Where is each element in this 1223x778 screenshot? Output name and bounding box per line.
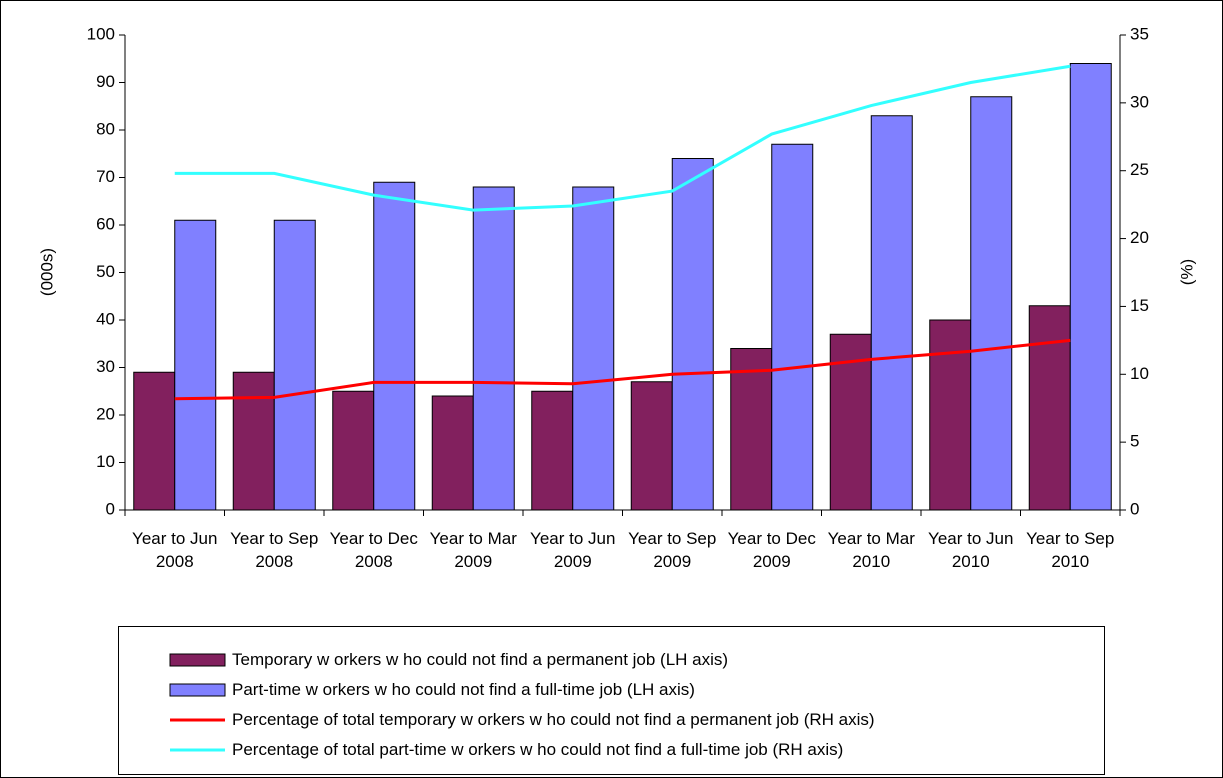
bar <box>273 219 316 511</box>
bar <box>472 186 515 511</box>
bar <box>929 319 972 511</box>
y2-tick-label: 20 <box>1130 228 1149 247</box>
legend-swatch <box>169 653 226 667</box>
y2-tick-label: 35 <box>1130 24 1149 43</box>
legend-label: Percentage of total part-time w orkers w… <box>232 740 844 759</box>
y-tick-label: 40 <box>96 309 115 328</box>
bar <box>671 158 714 511</box>
y-tick-label: 0 <box>106 499 115 518</box>
bar <box>730 348 773 511</box>
line <box>174 338 1071 401</box>
x-tick-label: Year to Mar 2010 <box>827 529 915 571</box>
y-tick-label: 20 <box>96 404 115 423</box>
x-tick-label: Year to Sep 2009 <box>628 529 717 571</box>
bar <box>232 371 275 511</box>
bar <box>332 390 375 511</box>
y-tick-label: 80 <box>96 119 115 138</box>
y2-tick-label: 0 <box>1130 499 1139 518</box>
legend-label: Part-time w orkers w ho could not find a… <box>232 680 695 699</box>
bar <box>771 143 814 511</box>
x-tick-label: Year to Jun 2009 <box>530 529 616 571</box>
legend-label: Percentage of total temporary w orkers w… <box>232 710 875 729</box>
bar <box>373 181 416 511</box>
y-axis-label: (000s) <box>37 248 56 296</box>
y2-tick-label: 5 <box>1130 432 1139 451</box>
y2-axis-label: (%) <box>1177 259 1196 285</box>
y2-tick-label: 10 <box>1130 364 1149 383</box>
bar <box>1028 305 1071 511</box>
y2-tick-label: 30 <box>1130 92 1149 111</box>
bar <box>133 371 176 511</box>
bar <box>970 96 1013 511</box>
bar <box>572 186 615 511</box>
bar <box>531 390 574 511</box>
y-tick-label: 50 <box>96 262 115 281</box>
legend-swatch <box>169 683 226 697</box>
bar <box>870 115 913 511</box>
bar <box>1069 63 1112 511</box>
x-tick-label: Year to Mar 2009 <box>429 529 517 571</box>
y-tick-label: 10 <box>96 452 115 471</box>
bar <box>630 381 673 511</box>
x-tick-label: Year to Jun 2010 <box>928 529 1014 571</box>
bar <box>431 395 474 511</box>
y-tick-label: 70 <box>96 167 115 186</box>
y2-tick-label: 15 <box>1130 296 1149 315</box>
x-tick-label: Year to Sep 2008 <box>230 529 319 571</box>
y-tick-label: 100 <box>87 24 115 43</box>
x-tick-label: Year to Dec 2009 <box>727 529 816 571</box>
y-tick-label: 90 <box>96 72 115 91</box>
y-tick-label: 60 <box>96 214 115 233</box>
y-tick-label: 30 <box>96 357 115 376</box>
x-tick-label: Year to Dec 2008 <box>329 529 418 571</box>
legend-box <box>118 626 1105 775</box>
line <box>174 64 1071 212</box>
legend-label: Temporary w orkers w ho could not find a… <box>232 650 729 669</box>
x-tick-label: Year to Jun 2008 <box>132 529 218 571</box>
bar <box>174 219 217 511</box>
x-tick-label: Year to Sep 2010 <box>1026 529 1115 571</box>
y2-tick-label: 25 <box>1130 160 1149 179</box>
